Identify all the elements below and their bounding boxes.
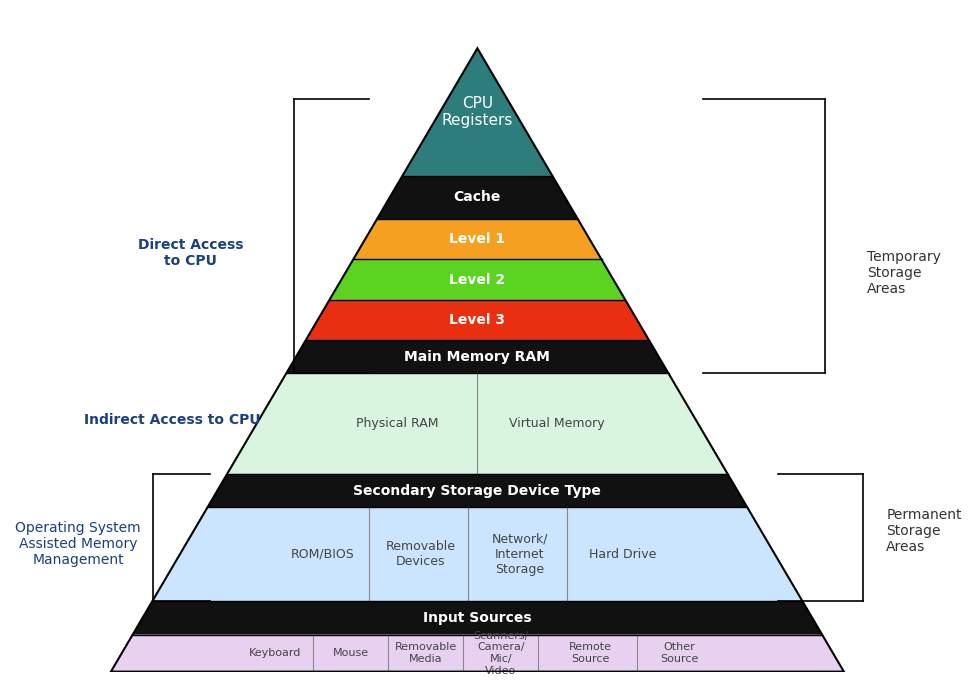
Polygon shape [208,474,747,507]
Text: Cache: Cache [453,191,501,204]
Text: CPU
Registers: CPU Registers [442,96,513,128]
Text: Level 3: Level 3 [449,313,505,327]
Text: Remote
Source: Remote Source [568,642,611,664]
Polygon shape [403,48,552,176]
Text: Operating System
Assisted Memory
Management: Operating System Assisted Memory Managem… [16,521,140,567]
Polygon shape [227,373,727,474]
Text: Level 2: Level 2 [449,272,505,287]
Text: Virtual Memory: Virtual Memory [510,417,605,430]
Text: Network/
Internet
Storage: Network/ Internet Storage [491,533,548,576]
Text: Removable
Devices: Removable Devices [386,540,456,569]
Text: Temporary
Storage
Areas: Temporary Storage Areas [868,250,941,296]
Text: Mouse: Mouse [332,648,369,659]
Text: Main Memory RAM: Main Memory RAM [405,349,550,364]
Polygon shape [133,601,822,635]
Text: Other
Source: Other Source [660,642,699,664]
Polygon shape [152,507,802,601]
Text: Input Sources: Input Sources [423,611,531,625]
Text: Direct Access
to CPU: Direct Access to CPU [138,238,244,268]
Text: Removable
Media: Removable Media [395,642,457,664]
Text: Indirect Access to CPU: Indirect Access to CPU [84,413,260,427]
Polygon shape [306,300,648,340]
Text: Physical RAM: Physical RAM [356,417,439,430]
Polygon shape [330,259,625,300]
Text: Scanners/
Camera/
Mic/
Video: Scanners/ Camera/ Mic/ Video [473,631,528,676]
Text: Permanent
Storage
Areas: Permanent Storage Areas [886,507,961,554]
Text: ROM/BIOS: ROM/BIOS [291,548,354,561]
Text: Secondary Storage Device Type: Secondary Storage Device Type [354,484,602,498]
Text: Hard Drive: Hard Drive [589,548,657,561]
Polygon shape [111,635,843,671]
Text: Level 1: Level 1 [449,232,505,247]
Polygon shape [377,176,578,219]
Polygon shape [353,219,602,259]
Polygon shape [287,340,669,373]
Text: Keyboard: Keyboard [250,648,301,659]
